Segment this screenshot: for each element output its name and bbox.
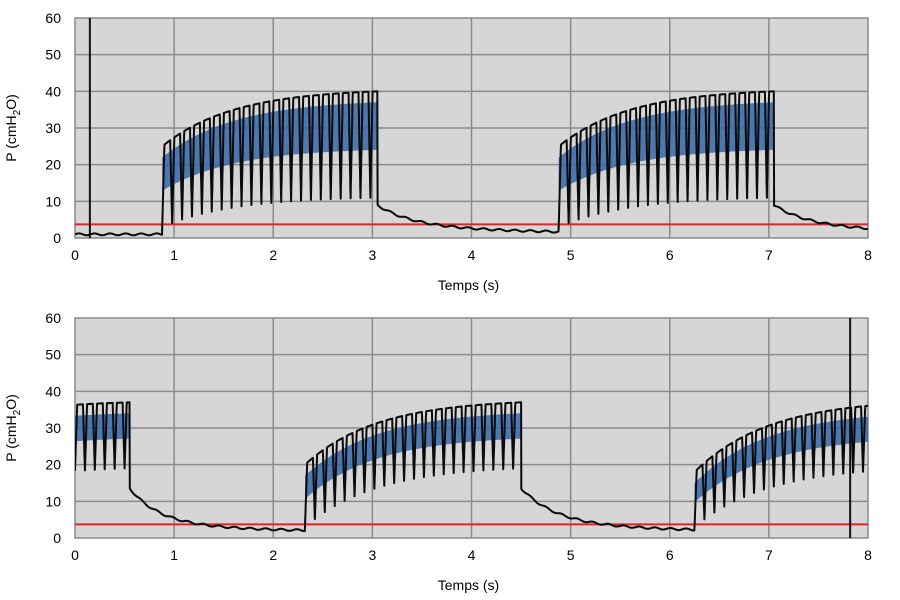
- pressure-trace: [75, 401, 868, 533]
- x-tick-label: 8: [864, 247, 872, 263]
- y-tick-label: 60: [45, 310, 61, 326]
- x-tick-label: 3: [368, 547, 376, 563]
- x-tick-label: 5: [567, 547, 575, 563]
- y-tick-label: 60: [45, 10, 61, 26]
- plot-content: [75, 18, 868, 238]
- x-tick-label: 4: [468, 247, 476, 263]
- x-axis-label: Temps (s): [438, 277, 499, 293]
- x-tick-label: 1: [170, 247, 178, 263]
- x-tick-label: 2: [269, 547, 277, 563]
- x-tick-label: 3: [368, 247, 376, 263]
- pressure-trace: [75, 90, 868, 237]
- y-tick-label: 40: [45, 83, 61, 99]
- plot-content: [75, 318, 868, 538]
- x-tick-label: 0: [71, 547, 79, 563]
- y-tick-label: 50: [45, 47, 61, 63]
- y-tick-label: 0: [53, 530, 61, 546]
- y-tick-label: 40: [45, 383, 61, 399]
- grid: [74, 17, 869, 239]
- x-axis-label: Temps (s): [438, 577, 499, 593]
- y-axis-label: P (cmH2O): [3, 94, 23, 162]
- x-tick-label: 7: [765, 547, 773, 563]
- chart-bottom: 0 1 2 3 4 5 6 7 8 0 10 20 30 40 50 60 Temps (s) P (cmH2O): [3, 310, 872, 593]
- x-tick-label: 5: [567, 247, 575, 263]
- y-tick-label: 30: [45, 420, 61, 436]
- x-tick-label: 2: [269, 247, 277, 263]
- x-tick-label: 0: [71, 247, 79, 263]
- x-tick-label: 7: [765, 247, 773, 263]
- y-tick-label: 20: [45, 457, 61, 473]
- y-tick-label: 10: [45, 493, 61, 509]
- x-tick-label: 8: [864, 547, 872, 563]
- x-tick-label: 4: [468, 547, 476, 563]
- y-tick-label: 50: [45, 347, 61, 363]
- burst-fill: [305, 413, 522, 499]
- y-tick-label: 0: [53, 230, 61, 246]
- chart-top: 0 1 2 3 4 5 6 7 8 0 10 20 30 40 50 60 Temps (s) P (cmH2O): [3, 10, 872, 293]
- y-axis-label: P (cmH2O): [3, 394, 23, 462]
- x-tick-label: 1: [170, 547, 178, 563]
- y-tick-label: 10: [45, 193, 61, 209]
- y-tick-label: 20: [45, 157, 61, 173]
- y-tick-label: 30: [45, 120, 61, 136]
- x-tick-label: 6: [666, 247, 674, 263]
- x-tick-label: 6: [666, 547, 674, 563]
